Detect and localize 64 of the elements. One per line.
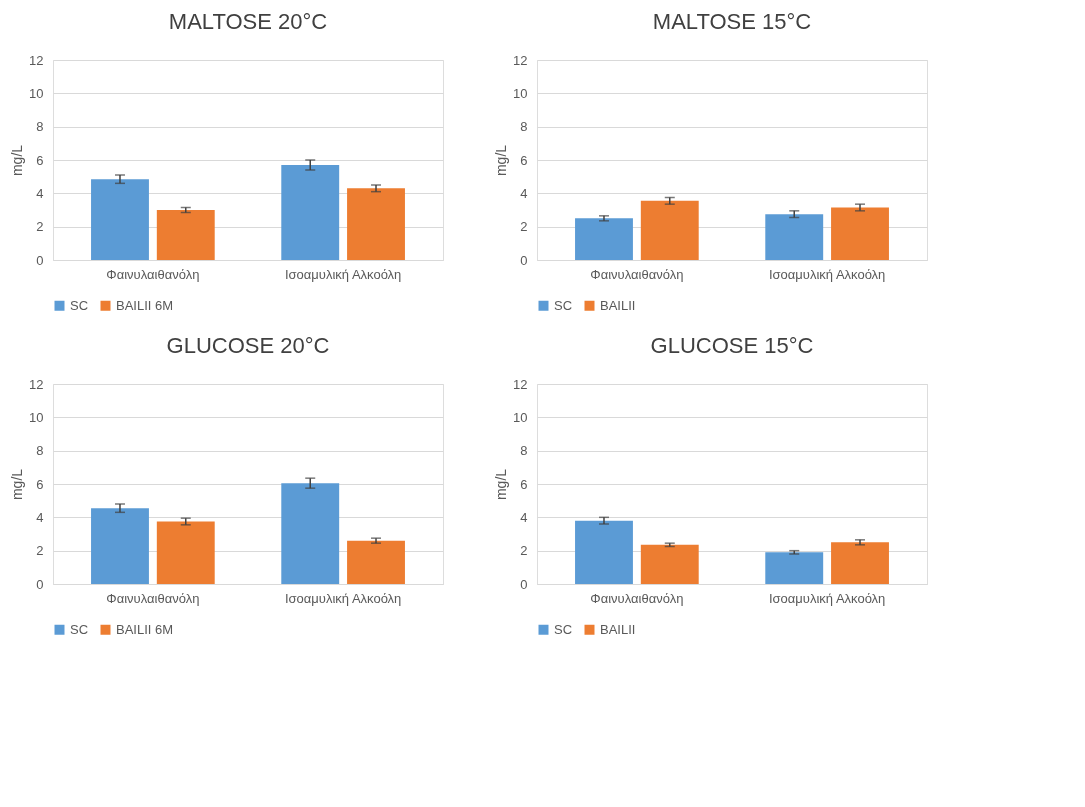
y-tick-label: 10 — [29, 409, 44, 425]
y-tick-label: 10 — [513, 409, 528, 425]
legend-label: BAILII — [600, 621, 636, 637]
y-tick-label: 6 — [36, 476, 44, 492]
y-axis-title: mg/L — [9, 468, 26, 501]
y-tick-label: 6 — [520, 476, 528, 492]
y-tick-label: 12 — [513, 376, 528, 392]
y-tick-label: 0 — [36, 252, 44, 268]
y-tick-label: 2 — [36, 543, 44, 559]
y-tick-label: 2 — [520, 543, 528, 559]
chart-title: GLUCOSE 20°C — [166, 333, 330, 358]
y-tick-label: 6 — [36, 152, 44, 168]
y-tick-label: 0 — [520, 576, 528, 592]
legend-label: SC — [70, 621, 89, 637]
y-tick-label: 10 — [513, 85, 528, 101]
bar — [765, 552, 824, 584]
legend-label: SC — [554, 297, 573, 313]
x-tick-label: Φαινυλαιθανόλη — [590, 266, 684, 282]
y-tick-label: 4 — [36, 185, 44, 201]
y-tick-label: 12 — [29, 52, 44, 68]
x-tick-label: Φαινυλαιθανόλη — [590, 590, 684, 606]
bar — [91, 179, 149, 260]
y-tick-label: 4 — [36, 509, 44, 525]
bar — [347, 540, 405, 584]
y-tick-label: 0 — [36, 576, 44, 592]
bar — [831, 542, 889, 584]
legend-label: SC — [554, 621, 573, 637]
legend-label: SC — [70, 297, 89, 313]
x-tick-label: Ισοαμυλική Αλκοόλη — [284, 590, 402, 606]
chart-title: MALTOSE 15°C — [652, 9, 812, 34]
x-tick-label: Ισοαμυλική Αλκοόλη — [284, 266, 402, 282]
y-tick-label: 4 — [520, 185, 528, 201]
x-tick-label: Ισοαμυλική Αλκοόλη — [768, 590, 886, 606]
legend-label: BAILII 6M — [116, 621, 174, 637]
chart-title: MALTOSE 20°C — [168, 9, 328, 34]
y-axis-title: mg/L — [9, 144, 26, 177]
y-tick-label: 0 — [520, 252, 528, 268]
bar — [91, 508, 149, 584]
bar — [281, 483, 340, 584]
y-axis-title: mg/L — [493, 468, 510, 501]
bar — [575, 520, 633, 584]
y-tick-label: 8 — [520, 443, 528, 459]
x-tick-label: Φαινυλαιθανόλη — [106, 590, 200, 606]
y-tick-label: 6 — [520, 152, 528, 168]
y-tick-label: 2 — [520, 219, 528, 235]
bar — [156, 521, 215, 584]
y-tick-label: 12 — [513, 52, 528, 68]
y-tick-label: 8 — [36, 443, 44, 459]
bar — [281, 165, 340, 260]
legend-label: BAILII 6M — [116, 297, 174, 313]
y-tick-label: 12 — [29, 376, 44, 392]
chart-title: GLUCOSE 15°C — [650, 333, 814, 358]
y-tick-label: 10 — [29, 85, 44, 101]
x-tick-label: Φαινυλαιθανόλη — [106, 266, 200, 282]
y-tick-label: 2 — [36, 219, 44, 235]
bar — [347, 188, 405, 260]
bar — [640, 544, 699, 584]
legend-label: BAILII — [600, 297, 636, 313]
y-tick-label: 8 — [36, 119, 44, 135]
y-tick-label: 4 — [520, 509, 528, 525]
y-tick-label: 8 — [520, 119, 528, 135]
x-tick-label: Ισοαμυλική Αλκοόλη — [768, 266, 886, 282]
bar — [156, 210, 215, 260]
y-axis-title: mg/L — [493, 144, 510, 177]
